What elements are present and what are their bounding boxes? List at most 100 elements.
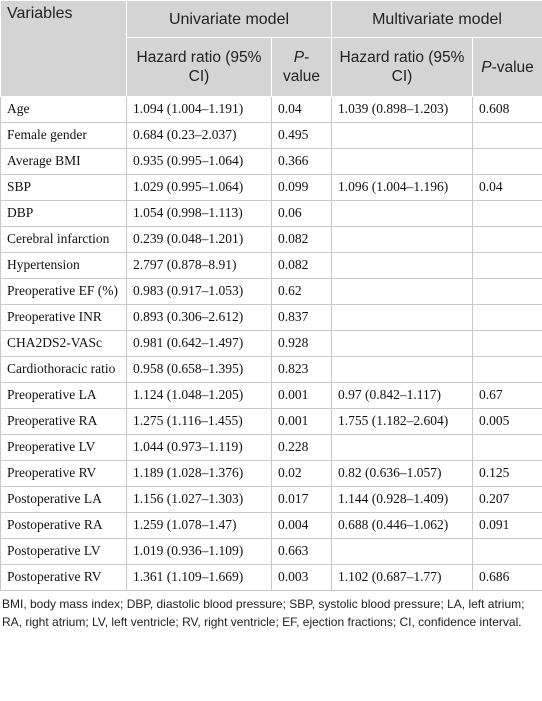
- table-row: Cardiothoracic ratio 0.958 (0.658–1.395) 0…: [0, 356, 542, 383]
- header-cell: Variables: [0, 0, 127, 97]
- variable-cell: CHA2DS2-VASc: [0, 330, 127, 357]
- value-cell: 0.004: [271, 512, 332, 539]
- value-cell: 0.005: [471, 408, 542, 435]
- results-table: Variables Univariate model Multivariate …: [0, 0, 542, 591]
- value-cell: 0.663: [271, 538, 332, 565]
- variable-cell: Average BMI: [0, 148, 127, 175]
- variable-cell: Postoperative RA: [0, 512, 127, 539]
- variable-cell: Preoperative INR: [0, 304, 127, 331]
- value-cell: 0.688 (0.446–1.062): [331, 512, 473, 539]
- variable-cell: Female gender: [0, 122, 127, 149]
- header-cell: P-value: [471, 37, 542, 97]
- header-cell: Univariate model: [126, 0, 332, 38]
- header-cell: Hazard ratio (95% CI): [126, 37, 272, 97]
- variable-cell: Preoperative LA: [0, 382, 127, 409]
- value-cell: [471, 200, 542, 227]
- value-cell: [471, 148, 542, 175]
- value-cell: 0.239 (0.048–1.201): [126, 226, 272, 253]
- table-row: Cerebral infarction 0.239 (0.048–1.201) 0.…: [0, 226, 542, 253]
- variable-cell: Cerebral infarction: [0, 226, 127, 253]
- value-cell: 0.003: [271, 564, 332, 591]
- value-cell: 0.958 (0.658–1.395): [126, 356, 272, 383]
- table-row: Postoperative RA 1.259 (1.078–1.47) 0.004 0…: [0, 512, 542, 539]
- value-cell: 1.755 (1.182–2.604): [331, 408, 473, 435]
- variable-cell: Age: [0, 96, 127, 123]
- table-row: Preoperative LV 1.044 (0.973–1.119) 0.228: [0, 434, 542, 461]
- value-cell: 0.082: [271, 226, 332, 253]
- value-cell: 1.124 (1.048–1.205): [126, 382, 272, 409]
- value-cell: 0.228: [271, 434, 332, 461]
- variable-cell: Preoperative RV: [0, 460, 127, 487]
- value-cell: 2.797 (0.878–8.91): [126, 252, 272, 279]
- table-row: Female gender 0.684 (0.23–2.037) 0.495: [0, 122, 542, 149]
- value-cell: [471, 278, 542, 305]
- value-cell: 0.983 (0.917–1.053): [126, 278, 272, 305]
- value-cell: [331, 538, 473, 565]
- variable-cell: Postoperative LV: [0, 538, 127, 565]
- value-cell: 1.156 (1.027–1.303): [126, 486, 272, 513]
- value-cell: [471, 434, 542, 461]
- table-row: Age 1.094 (1.004–1.191) 0.04 1.039 (0.898–1…: [0, 96, 542, 123]
- value-cell: 0.928: [271, 330, 332, 357]
- value-cell: 0.608: [471, 96, 542, 123]
- value-cell: [471, 226, 542, 253]
- value-cell: 0.823: [271, 356, 332, 383]
- value-cell: [471, 538, 542, 565]
- value-cell: 1.039 (0.898–1.203): [331, 96, 473, 123]
- value-cell: 0.001: [271, 408, 332, 435]
- table-row: Preoperative RV 1.189 (1.028–1.376) 0.02 0.…: [0, 460, 542, 487]
- value-cell: 1.102 (0.687–1.77): [331, 564, 473, 591]
- value-cell: 1.361 (1.109–1.669): [126, 564, 272, 591]
- value-cell: 0.366: [271, 148, 332, 175]
- variable-cell: Postoperative RV: [0, 564, 127, 591]
- value-cell: 0.082: [271, 252, 332, 279]
- table-row: CHA2DS2-VASc 0.981 (0.642–1.497) 0.928: [0, 330, 542, 357]
- value-cell: 0.04: [271, 96, 332, 123]
- variable-cell: Preoperative LV: [0, 434, 127, 461]
- table-row: Preoperative LA 1.124 (1.048–1.205) 0.001 0…: [0, 382, 542, 409]
- table-row: DBP 1.054 (0.998–1.113) 0.06: [0, 200, 542, 227]
- header-cell: Hazard ratio (95% CI): [331, 37, 473, 97]
- table-row: Postoperative LA 1.156 (1.027–1.303) 0.017…: [0, 486, 542, 513]
- variable-cell: Hypertension: [0, 252, 127, 279]
- variable-cell: Cardiothoracic ratio: [0, 356, 127, 383]
- value-cell: 0.207: [471, 486, 542, 513]
- value-cell: [331, 252, 473, 279]
- table-row: Preoperative RA 1.275 (1.116–1.455) 0.001 1…: [0, 408, 542, 435]
- table-row: Postoperative LV 1.019 (0.936–1.109) 0.663: [0, 538, 542, 565]
- value-cell: 0.62: [271, 278, 332, 305]
- value-cell: 1.044 (0.973–1.119): [126, 434, 272, 461]
- table-row: Postoperative RV 1.361 (1.109–1.669) 0.003…: [0, 564, 542, 591]
- value-cell: 0.04: [471, 174, 542, 201]
- value-cell: [331, 356, 473, 383]
- value-cell: [331, 434, 473, 461]
- value-cell: 0.125: [471, 460, 542, 487]
- table-row: Hypertension 2.797 (0.878–8.91) 0.082: [0, 252, 542, 279]
- header-cell: P-value: [271, 37, 332, 97]
- table-body: Age 1.094 (1.004–1.191) 0.04 1.039 (0.898–1…: [0, 96, 542, 591]
- footnote: BMI, body mass index; DBP, diastolic blo…: [2, 597, 525, 629]
- value-cell: [331, 278, 473, 305]
- table-row: SBP 1.029 (0.995–1.064) 0.099 1.096 (1.004–…: [0, 174, 542, 201]
- value-cell: 0.091: [471, 512, 542, 539]
- variable-cell: Postoperative LA: [0, 486, 127, 513]
- value-cell: 1.019 (0.936–1.109): [126, 538, 272, 565]
- value-cell: 0.82 (0.636–1.057): [331, 460, 473, 487]
- value-cell: [331, 304, 473, 331]
- value-cell: 0.684 (0.23–2.037): [126, 122, 272, 149]
- value-cell: 0.099: [271, 174, 332, 201]
- value-cell: 1.275 (1.116–1.455): [126, 408, 272, 435]
- value-cell: 0.001: [271, 382, 332, 409]
- value-cell: 0.06: [271, 200, 332, 227]
- value-cell: [471, 252, 542, 279]
- table-row: Average BMI 0.935 (0.995–1.064) 0.366: [0, 148, 542, 175]
- value-cell: 0.686: [471, 564, 542, 591]
- value-cell: [471, 122, 542, 149]
- value-cell: [471, 304, 542, 331]
- value-cell: [471, 356, 542, 383]
- value-cell: 0.97 (0.842–1.117): [331, 382, 473, 409]
- variable-cell: Preoperative EF (%): [0, 278, 127, 305]
- value-cell: 0.495: [271, 122, 332, 149]
- value-cell: [331, 200, 473, 227]
